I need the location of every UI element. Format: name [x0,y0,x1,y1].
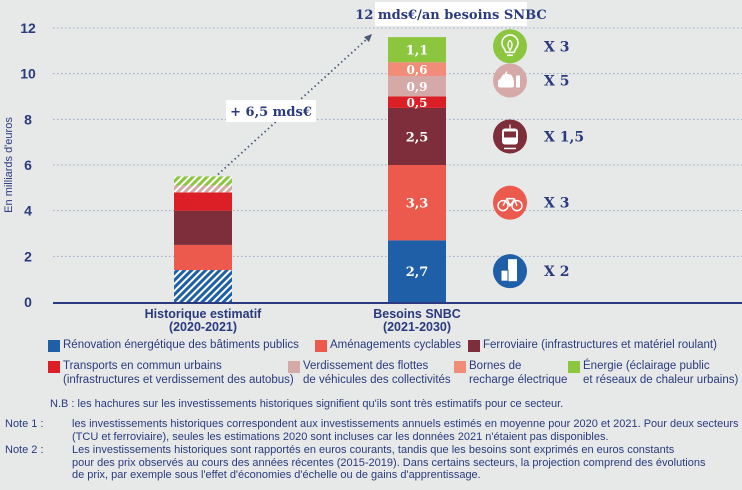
bar-segment [388,37,446,63]
bar-segment [388,75,446,97]
legend-label: recharge électrique [469,374,568,386]
legend-label: Aménagements cyclables [330,339,462,351]
bars: 2,7 3,3 2,5 0,5 0,9 0,6 1,1 [174,37,446,302]
multiplier-label: X 5 [544,74,569,90]
data-label: 0,5 [407,96,428,110]
bar-segment [174,210,232,245]
y-tick-label: 4 [24,203,32,219]
stacked-bar-chart: 0 2 4 6 8 10 12 En milliards d'euros 2,7 3,3 2,5… [3,2,742,334]
footnote-key: Note 1 : [5,418,44,430]
bar-segment [174,176,232,186]
bar-segment [174,192,232,211]
bar-segment [174,270,232,302]
multiplier-item: X 3 [493,29,569,64]
multiplier-label: X 3 [544,196,569,212]
bar-segment [388,107,446,165]
bar-segment [388,240,446,302]
bar-segment [174,185,232,193]
x-tick-label: Besoins SNBC [373,307,461,321]
data-label: 3,3 [406,197,429,212]
total-label: 12 mds€/an besoins SNBC [355,8,546,23]
multiplier-item: X 3 [493,185,569,220]
legend-label: et réseaux de chaleur urbains) [583,374,739,386]
bicycle-icon [493,185,527,220]
x-tick-sublabel: (2021-2030) [383,320,451,334]
y-tick-label: 6 [24,157,32,173]
x-axis-labels: Historique estimatif(2020-2021) Besoins S… [145,307,461,334]
legend-label: Rénovation énergétique des bâtiments pub… [63,339,299,351]
footnote-text: Les investissements historiques sont rap… [72,444,675,456]
multiplier-item: X 5 [493,63,569,98]
y-tick-label: 2 [24,248,32,264]
y-tick-label: 8 [24,111,32,127]
legend-swatch [48,361,60,373]
building-icon [493,254,527,289]
x-tick-sublabel: (2020-2021) [169,320,237,334]
y-tick-label: 0 [24,294,32,310]
multipliers: X 2 X 3 X 1,5 X 5 X 3 [493,29,584,289]
legend-label: (infrastructures et verdissement des aut… [63,374,294,386]
bar-segment [388,96,446,108]
multiplier-label: X 2 [544,264,569,280]
legend-swatch [568,361,580,373]
tram-icon [493,119,527,154]
multiplier-label: X 3 [544,39,569,55]
legend-swatch [468,340,480,352]
legend-swatch [48,340,60,352]
lightbulb-icon [493,29,527,64]
data-label: 0,6 [407,63,428,77]
data-label: 2,5 [406,130,429,145]
legend-label: Ferroviaire (infrastructures et matériel… [483,339,717,351]
legend-label: Verdissement des flottes [303,360,429,372]
y-tick-label: 10 [20,66,36,82]
y-tick-label: 12 [20,20,36,36]
increase-arrow-head [364,34,372,42]
data-label: 1,1 [406,44,429,59]
bar-segment [388,62,446,76]
total-annotation: 12 mds€/an besoins SNBC [355,2,547,26]
increase-annotation: + 6,5 mds€ [226,100,316,122]
legend-label: Énergie (éclairage public [583,360,710,372]
legend-label: Bornes de [469,360,522,372]
increase-label: + 6,5 mds€ [230,105,312,120]
legend-swatch [454,361,466,373]
legend-label: de véhicules des collectivités [303,374,451,386]
data-label: 0,9 [407,80,428,94]
nb-note: N.B : les hachures sur les investissemen… [50,398,564,410]
data-label: 2,7 [406,265,429,280]
footnote-key: Note 2 : [5,444,44,456]
multiplier-item: X 1,5 [493,119,584,154]
footnote-text: (TCU et ferroviaire), seules les estimat… [72,430,609,443]
legend-label: Transports en commun urbains [63,360,222,372]
y-axis-ticks: 0 2 4 6 8 10 12 [20,20,36,310]
x-tick-label: Historique estimatif [145,307,263,321]
bar-segment [388,165,446,241]
y-axis-label: En milliards d'euros [3,117,15,213]
multiplier-item: X 2 [493,254,569,289]
legend-swatch [288,361,300,373]
footnote-text: de prix, par exemple sous l'effet d'écon… [72,469,481,481]
electric-car-icon [493,63,527,98]
bar-segment [174,244,232,271]
footnote-text: les investissements historiques correspo… [72,418,739,430]
multiplier-label: X 1,5 [544,129,584,145]
legend-swatch [315,340,327,352]
footnote-text: pour des prix observés au cours des anné… [72,456,706,469]
